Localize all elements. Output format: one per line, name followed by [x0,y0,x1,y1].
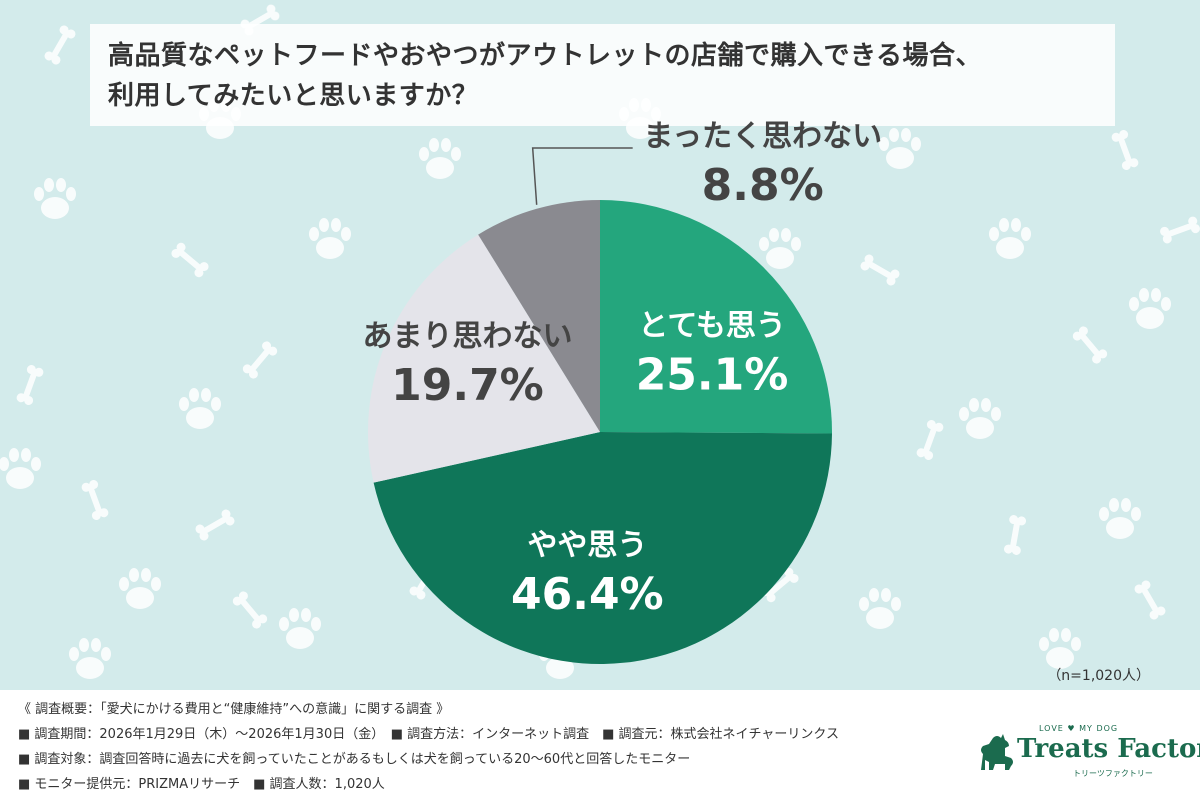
question-title-box: 高品質なペットフードやおやつがアウトレットの店舗で購入できる場合、 利用してみた… [90,24,1115,126]
bone-icon [1160,216,1200,244]
paw-print-icon [859,588,901,629]
bone-icon [1111,130,1139,170]
paw-print-icon [989,218,1031,259]
slice-label: とても思う [638,309,786,344]
pie-slice [368,234,600,483]
slice-label: まったく思わない [643,119,882,154]
pie-chart: とても思う 25.1% やや思う 46.4% あまり思わない 19.7% まったく思わない 8… [362,119,882,664]
pie-slice [478,200,600,432]
bone-icon [916,420,944,460]
sample-size-label: （n=1,020人） [1047,668,1150,684]
bone-icon [1003,515,1027,555]
bone-icon [232,591,268,629]
logo-kana: トリーツファクトリー [1073,769,1153,778]
leader-line [531,147,633,205]
slice-value-label: 19.7% [391,360,544,411]
survey-period-method-source: ■ 調査期間：2026年1月29日（木）～2026年1月30日（金） ■ 調査方… [18,727,840,742]
paw-print-icon [279,608,321,649]
logo-name: Treats Factory [1017,734,1200,764]
paw-print-icon [34,178,76,219]
paw-print-icon [1099,498,1141,539]
bone-icon [81,480,109,520]
survey-target: ■ 調査対象：調査回答時に過去に犬を飼っていたことがあるもしくは犬を飼っている2… [18,752,691,767]
paw-print-icon [959,398,1001,439]
bone-icon [860,254,900,286]
pie-slice [373,432,832,664]
slice-label: あまり思わない [362,319,572,354]
paw-print-icon [879,128,921,169]
paw-print-icon [419,138,461,179]
bone-icon [195,509,235,541]
slice-value-label: 25.1% [636,350,789,401]
survey-provider-count: ■ モニター提供元：PRIZMAリサーチ ■ 調査人数：1,020人 [18,777,385,792]
question-title-line-2: 利用してみたいと思いますか？ [108,81,479,111]
bone-icon [242,341,278,379]
slice-label: やや思う [527,528,647,563]
bone-icon [16,365,44,405]
bone-icon [171,242,209,278]
bone-icon [44,25,76,65]
slice-value-label: 8.8% [702,160,824,211]
paw-print-icon [309,218,351,259]
slice-value-label: 46.4% [511,569,664,620]
paw-print-icon [1039,628,1081,669]
bone-icon [1072,326,1108,364]
dog-silhouette-icon [981,734,1013,770]
paw-print-icon [759,228,801,269]
pie-slice [600,200,832,434]
treats-factory-logo: LOVE ♥ MY DOG Treats Factory トリーツファクトリー [975,724,1200,784]
logo-tagline: LOVE ♥ MY DOG [1039,724,1119,733]
paw-print-icon [69,638,111,679]
bone-icon [1134,580,1166,620]
paw-print-icon [0,448,41,489]
paw-print-icon [179,388,221,429]
paw-print-icon [119,568,161,609]
question-title-line-1: 高品質なペットフードやおやつがアウトレットの店舗で購入できる場合、 [108,41,982,71]
survey-summary-title: 《 調査概要：「愛犬にかける費用と“健康維持”への意識」に関する調査 》 [18,702,450,717]
paw-print-icon [1129,288,1171,329]
